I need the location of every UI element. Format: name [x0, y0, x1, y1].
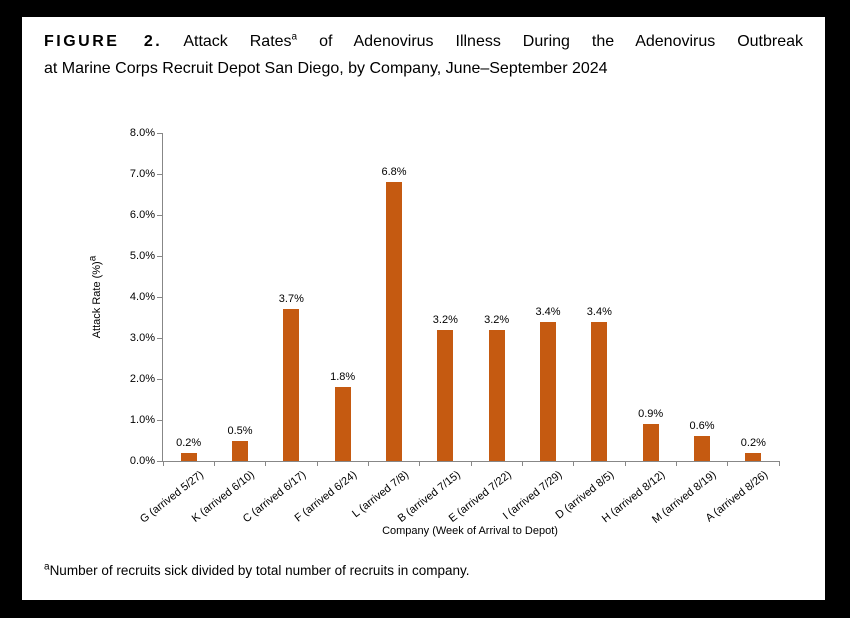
x-axis-tick: [778, 461, 780, 466]
x-axis-tick: [470, 461, 472, 466]
y-axis-tick-label: 2.0%: [129, 373, 155, 385]
y-axis-tick: [157, 214, 162, 216]
bar: [283, 309, 300, 461]
figure-page: FIGURE 2. Attack Ratesa of Adenovirus Il…: [22, 17, 825, 600]
bar-value-label: 3.7%: [278, 293, 304, 306]
bar-value-label: 3.4%: [586, 305, 612, 318]
y-axis-tick-label: 5.0%: [129, 250, 155, 262]
x-axis-tick: [316, 461, 318, 466]
y-axis-tick: [157, 337, 162, 339]
x-axis-tick: [624, 461, 626, 466]
bar: [488, 329, 505, 461]
title-text-pre: Attack Rates: [183, 33, 292, 50]
bar-value-label: 0.2%: [740, 436, 766, 449]
bar-value-label: 3.2%: [484, 313, 510, 326]
bar: [745, 452, 762, 461]
bar-chart: Attack Rate (%)a 0.0% 1.0% 2.0% 3.0% 4.0% 5.0…: [22, 17, 825, 600]
y-axis-tick: [157, 378, 162, 380]
bar: [334, 387, 351, 461]
y-axis-title-text: Attack Rate (%): [91, 261, 103, 339]
y-axis-tick: [157, 255, 162, 257]
title-footnote-marker: a: [291, 31, 298, 43]
bar: [540, 321, 556, 461]
x-axis-tick: [367, 461, 369, 466]
bar-value-label: 1.8%: [330, 371, 356, 384]
figure-title-line1: FIGURE 2. Attack Ratesa of Adenovirus Il…: [44, 28, 803, 55]
footnote-marker: a: [44, 561, 50, 573]
x-axis-tick: [419, 461, 421, 466]
x-axis-tick: [162, 461, 164, 466]
y-axis-tick-label: 8.0%: [129, 127, 155, 139]
y-axis-footnote-marker: a: [87, 255, 99, 262]
x-axis-tick: [265, 461, 267, 466]
x-axis-tick: [675, 461, 677, 466]
y-axis-tick-label: 6.0%: [129, 209, 155, 221]
y-axis-tick-label: 1.0%: [129, 414, 155, 426]
bar-value-label: 3.4%: [535, 305, 561, 318]
figure-title: FIGURE 2. Attack Ratesa of Adenovirus Il…: [22, 17, 825, 82]
bar-value-label: 0.2%: [176, 436, 202, 449]
bar: [386, 182, 402, 461]
bar-value-label: 0.5%: [227, 424, 253, 437]
bar: [591, 321, 608, 461]
y-axis-tick-label: 7.0%: [129, 168, 155, 180]
bar: [437, 329, 454, 461]
bar: [642, 424, 659, 461]
x-axis-title: Company (Week of Arrival to Depot): [382, 525, 558, 537]
bar-value-label: 0.6%: [689, 420, 715, 433]
figure-footnote: aNumber of recruits sick divided by tota…: [44, 561, 470, 578]
x-axis-tick: [213, 461, 215, 466]
y-axis-tick-label: 0.0%: [129, 455, 155, 467]
y-axis-tick: [157, 132, 162, 134]
bar: [694, 436, 710, 461]
x-axis-tick: [727, 461, 729, 466]
y-axis-title: Attack Rate (%)a: [87, 256, 103, 339]
bar: [232, 440, 248, 461]
y-axis-tick: [157, 296, 162, 298]
y-axis-tick: [157, 460, 162, 462]
y-axis-tick: [157, 173, 162, 175]
y-axis-tick: [157, 419, 162, 421]
title-text-post: of Adenovirus Illness During the Adenovi…: [319, 33, 804, 50]
footnote-text: Number of recruits sick divided by total…: [49, 563, 470, 578]
plot-area: 0.0% 1.0% 2.0% 3.0% 4.0% 5.0% 6.0% 7.0% 8.0% 0.2%…: [130, 127, 780, 526]
bar-value-label: 0.9%: [638, 408, 664, 421]
bar-value-label: 6.8%: [381, 166, 407, 179]
x-axis-tick: [573, 461, 575, 466]
bar: [180, 452, 197, 461]
bar-value-label: 3.2%: [432, 313, 458, 326]
y-axis-tick-label: 3.0%: [129, 332, 155, 344]
figure-title-line2: at Marine Corps Recruit Depot San Diego,…: [44, 60, 608, 77]
x-axis-tick: [521, 461, 523, 466]
y-axis-tick-label: 4.0%: [129, 291, 155, 303]
figure-number-label: FIGURE 2.: [44, 33, 163, 50]
